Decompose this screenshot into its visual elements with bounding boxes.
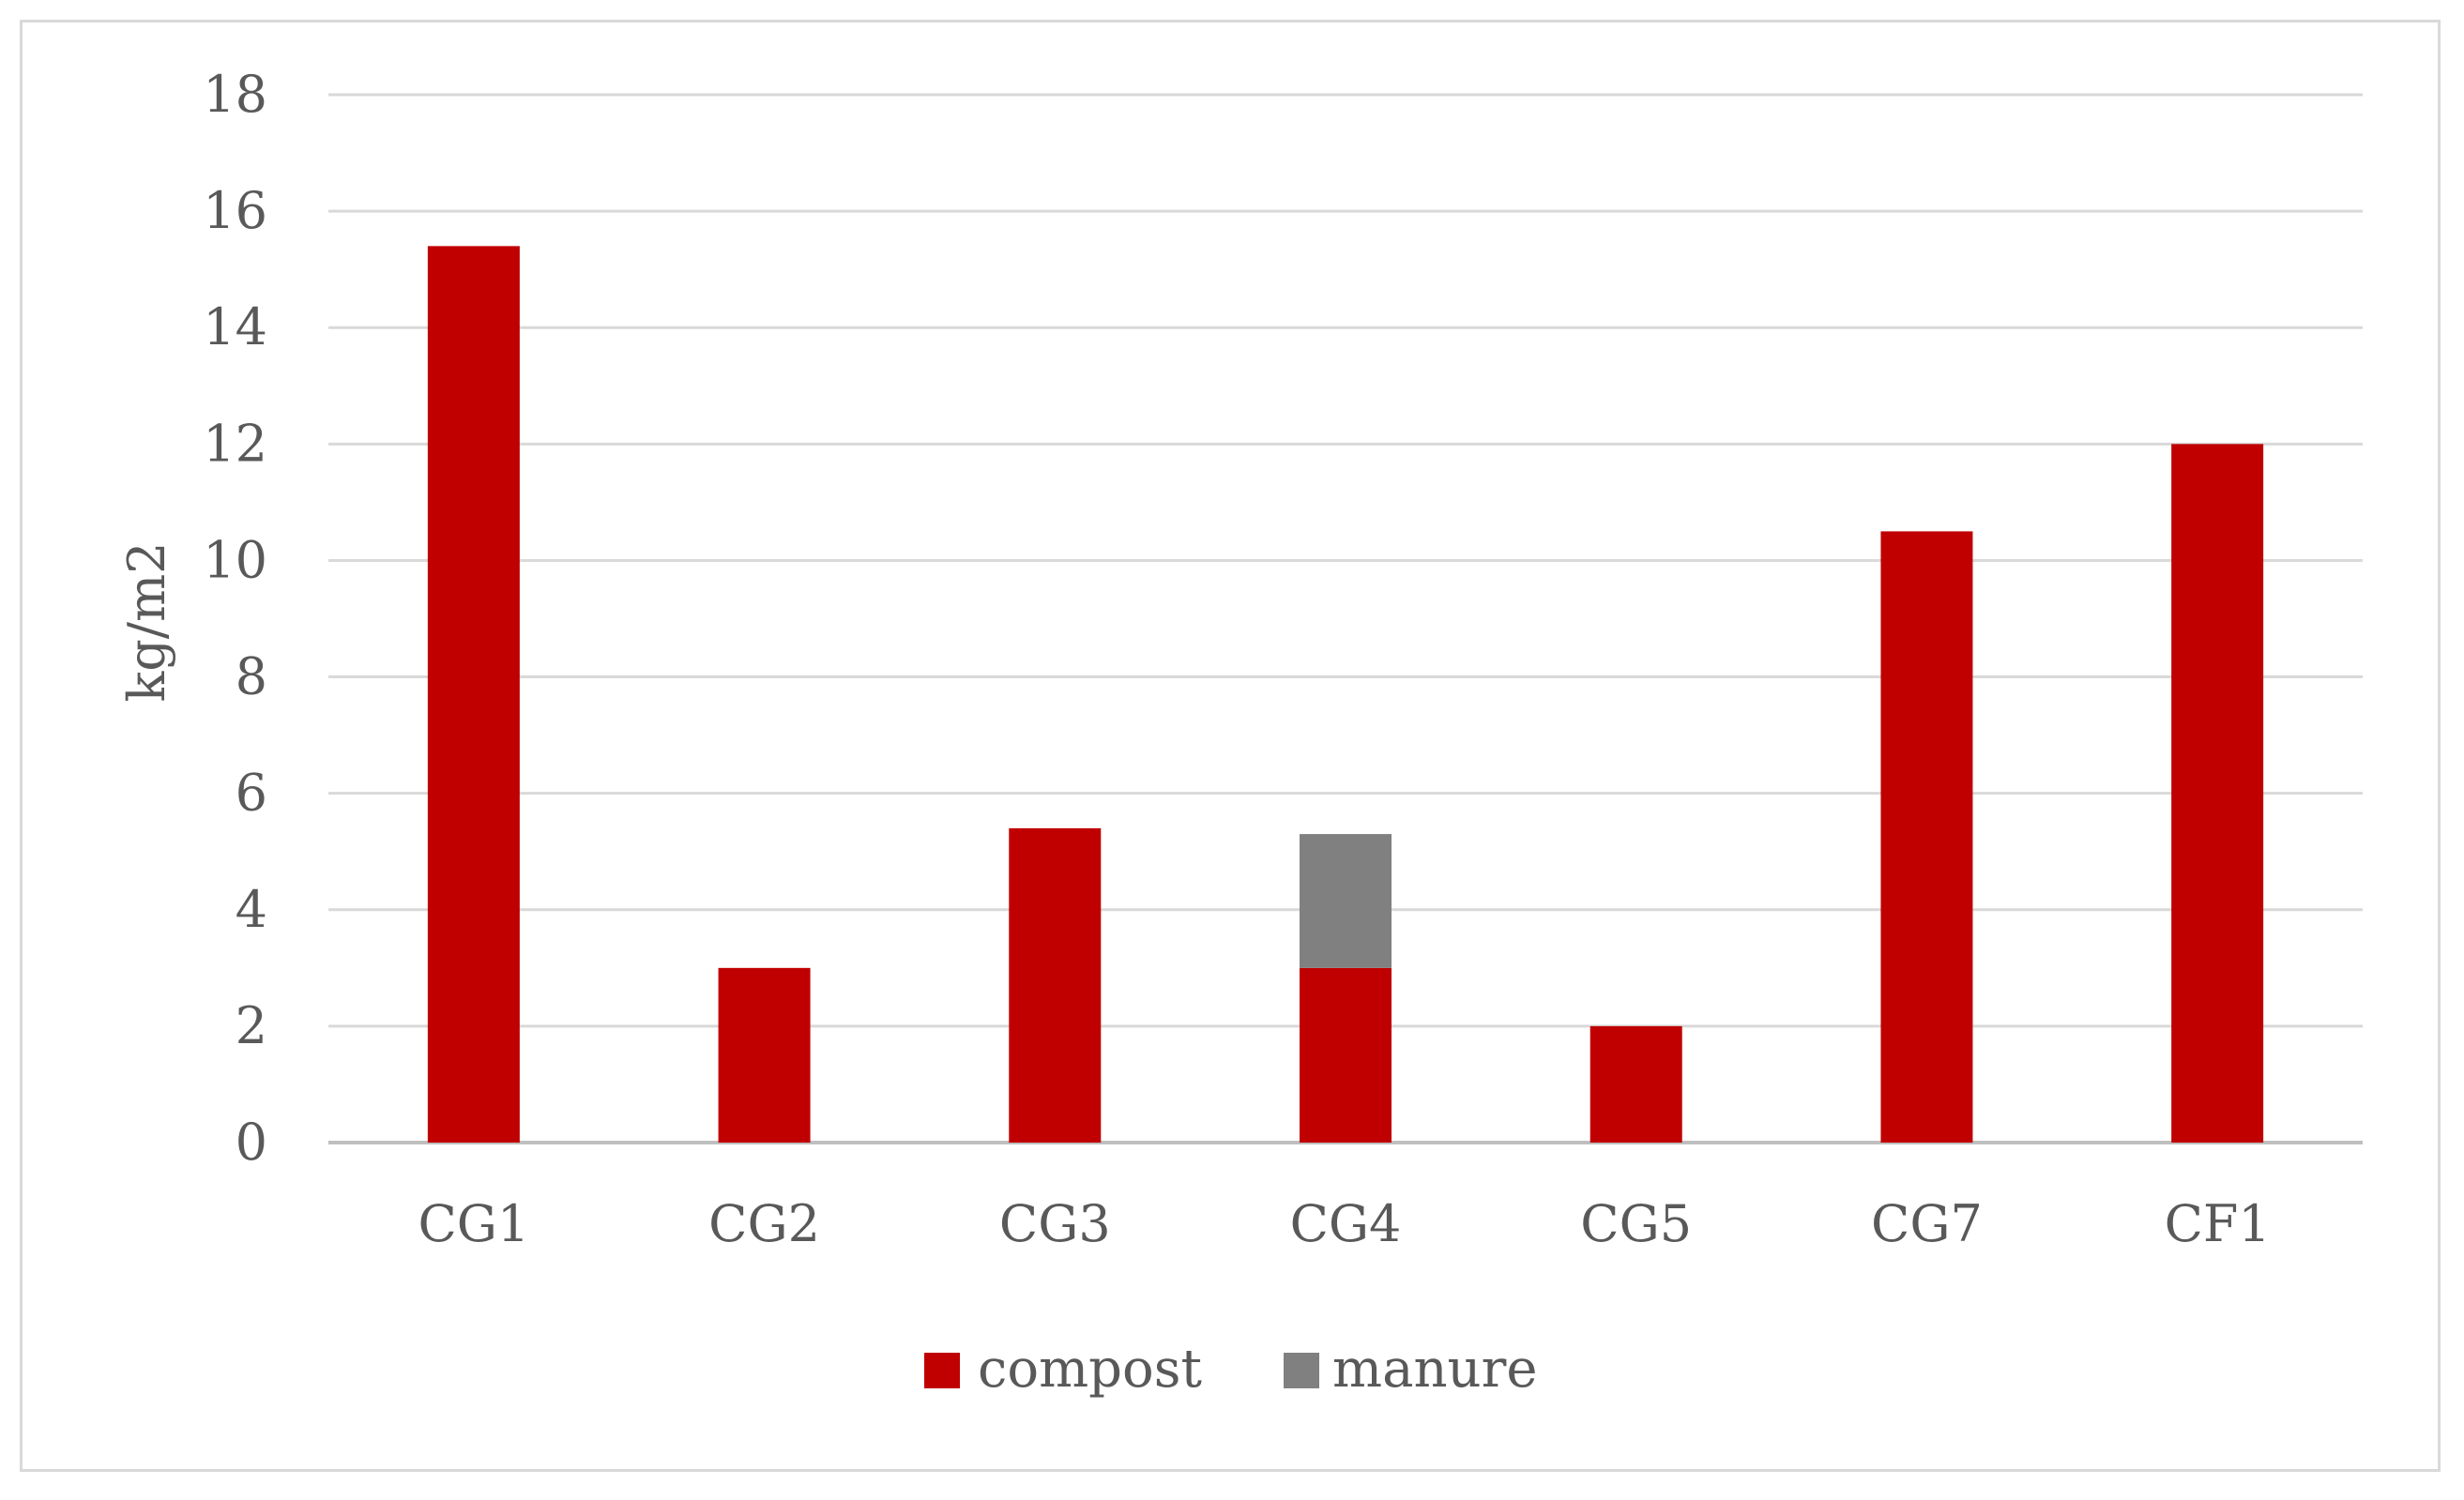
legend-label-compost: compost: [978, 1339, 1202, 1400]
x-tick-label: CG5: [1580, 1194, 1692, 1253]
bars: [427, 246, 2264, 1143]
y-tick-label: 0: [236, 1113, 267, 1172]
bar-compost-CG2: [718, 967, 811, 1143]
legend: compost manure: [924, 1339, 1538, 1400]
x-tick-label: CG7: [1871, 1194, 1983, 1253]
y-axis-ticks: 0 2 4 6 8 10 12 14 16 18: [203, 65, 267, 1172]
y-tick-label: 2: [236, 996, 267, 1055]
y-tick-label: 8: [236, 647, 267, 706]
bar-compost-CG3: [1009, 827, 1102, 1143]
x-tick-label: CG4: [1290, 1194, 1402, 1253]
x-tick-label: CG1: [418, 1194, 529, 1253]
bar-compost-CG4: [1300, 967, 1392, 1143]
x-axis-ticks: CG1 CG2 CG3 CG4 CG5 CG7 CF1: [418, 1194, 2270, 1253]
y-tick-label: 16: [203, 181, 267, 240]
bar-compost-CF1: [2171, 444, 2264, 1143]
y-tick-label: 18: [203, 65, 267, 124]
bar-compost-CG5: [1589, 1025, 1682, 1143]
legend-swatch-compost: [924, 1353, 960, 1388]
legend-label-manure: manure: [1332, 1339, 1538, 1400]
y-tick-label: 10: [203, 530, 267, 589]
x-tick-label: CG2: [708, 1194, 820, 1253]
bar-compost-CG1: [427, 246, 520, 1143]
gridlines: [328, 93, 2363, 1144]
y-tick-label: 14: [203, 297, 267, 356]
x-tick-label: CF1: [2165, 1194, 2271, 1253]
bar-manure-CG4: [1300, 834, 1392, 968]
legend-swatch-manure: [1284, 1353, 1319, 1388]
y-tick-label: 6: [236, 764, 267, 823]
y-tick-label: 4: [236, 880, 267, 939]
x-tick-label: CG3: [999, 1194, 1111, 1253]
chart-frame: [20, 20, 2441, 1472]
y-tick-label: 12: [203, 414, 267, 473]
y-axis-title: kg/m2: [117, 541, 176, 702]
bar-compost-CG7: [1880, 531, 1973, 1143]
